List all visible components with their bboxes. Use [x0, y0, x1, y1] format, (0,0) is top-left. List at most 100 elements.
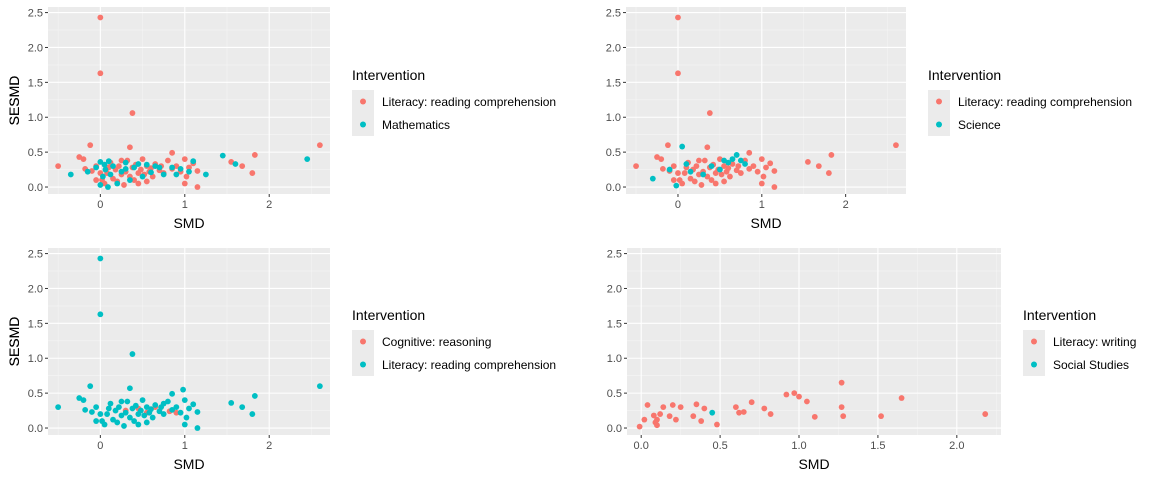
data-point — [649, 175, 656, 182]
data-point — [160, 411, 167, 417]
x-axis-title: SMD — [798, 456, 829, 472]
plot-background — [627, 248, 1001, 435]
legend-label: Mathematics — [382, 118, 450, 132]
data-point — [771, 184, 778, 190]
data-point — [725, 159, 732, 166]
data-point — [746, 165, 753, 172]
data-point — [659, 165, 666, 172]
data-point — [669, 402, 676, 408]
data-point — [665, 142, 671, 149]
legend-label: Literacy: reading comprehension — [958, 95, 1132, 109]
data-point — [746, 149, 753, 156]
y-tick-label: 0.5 — [28, 388, 43, 400]
data-point — [118, 168, 125, 175]
legend-key-dot — [936, 98, 942, 105]
data-point — [143, 161, 150, 168]
data-point — [186, 168, 192, 175]
data-point — [190, 401, 197, 408]
data-point — [754, 168, 761, 175]
data-point — [181, 397, 188, 404]
legend-title: Intervention — [352, 67, 425, 83]
data-point — [110, 175, 116, 182]
data-point — [704, 144, 711, 151]
data-point — [666, 413, 673, 420]
data-point — [169, 390, 176, 397]
y-tick-label: 2.0 — [606, 42, 621, 54]
data-point — [805, 159, 811, 165]
legend: Intervention Literacy: reading comprehens… — [352, 67, 556, 136]
legend-key-dot — [1031, 361, 1037, 368]
data-point — [701, 405, 708, 412]
data-point — [735, 163, 742, 169]
y-tick-label: 0.0 — [606, 182, 621, 194]
data-point — [131, 418, 138, 424]
data-point — [693, 401, 700, 408]
data-point — [698, 418, 705, 424]
x-tick-label: 1 — [182, 199, 188, 211]
data-point — [714, 421, 720, 428]
data-point — [116, 404, 122, 410]
data-point — [670, 177, 677, 183]
data-point — [118, 398, 125, 405]
data-point — [148, 406, 154, 413]
data-point — [737, 157, 744, 164]
data-point — [173, 171, 180, 178]
data-point — [249, 170, 256, 176]
data-point — [137, 407, 144, 414]
data-point — [740, 409, 747, 415]
series-2 — [55, 255, 323, 431]
legend: Intervention Literacy: reading comprehens… — [928, 67, 1132, 136]
legend-key-dot — [1031, 338, 1037, 345]
legend: Intervention Cognitive: reasoning Literacy… — [352, 307, 556, 376]
data-point — [219, 152, 226, 159]
y-tick-label: 2.5 — [606, 8, 621, 20]
y-axis-title: SESMD — [6, 76, 22, 126]
series-2 — [67, 152, 311, 190]
data-point — [181, 180, 188, 187]
y-tick-label: 2.0 — [28, 42, 43, 54]
data-point — [131, 164, 138, 171]
data-point — [135, 421, 142, 428]
y-tick-label: 2.0 — [607, 283, 622, 295]
y-tick-label: 0.5 — [607, 388, 622, 400]
data-point — [660, 404, 667, 410]
data-point — [687, 175, 694, 182]
data-point — [666, 166, 673, 173]
y-tick-label: 1.5 — [28, 318, 43, 330]
y-tick-label: 2.5 — [28, 249, 43, 261]
data-point — [771, 168, 778, 174]
data-point — [239, 404, 246, 410]
data-point — [670, 163, 677, 169]
x-tick-label: 0 — [97, 199, 103, 211]
data-point — [169, 149, 176, 156]
data-point — [709, 409, 716, 416]
legend-title: Intervention — [352, 307, 425, 323]
data-point — [93, 404, 100, 410]
data-point — [658, 156, 665, 163]
data-point — [126, 177, 133, 183]
data-point — [84, 168, 91, 175]
data-point — [893, 142, 899, 149]
data-point — [107, 171, 114, 178]
data-point — [232, 161, 239, 167]
data-point — [729, 156, 736, 163]
data-point — [160, 400, 167, 407]
data-point — [758, 180, 765, 187]
data-point — [89, 409, 95, 415]
data-point — [110, 163, 116, 169]
data-point — [690, 413, 697, 420]
data-point — [693, 163, 700, 169]
data-point — [160, 171, 167, 178]
legend: Intervention Literacy: writing Social Stud… — [1023, 307, 1136, 376]
data-point — [679, 180, 686, 187]
data-point — [110, 416, 116, 423]
data-point — [783, 391, 790, 398]
data-point — [122, 159, 129, 166]
chart-panel-2: 0 1 2 0.0 0.5 1.0 1.5 2.0 2.5 SMD SESMD Interventio… — [6, 7, 1132, 231]
data-point — [80, 397, 87, 404]
data-point — [698, 182, 705, 188]
data-point — [105, 184, 111, 190]
data-point — [129, 110, 136, 116]
y-tick-label: 0.0 — [28, 423, 43, 435]
data-point — [760, 173, 767, 180]
